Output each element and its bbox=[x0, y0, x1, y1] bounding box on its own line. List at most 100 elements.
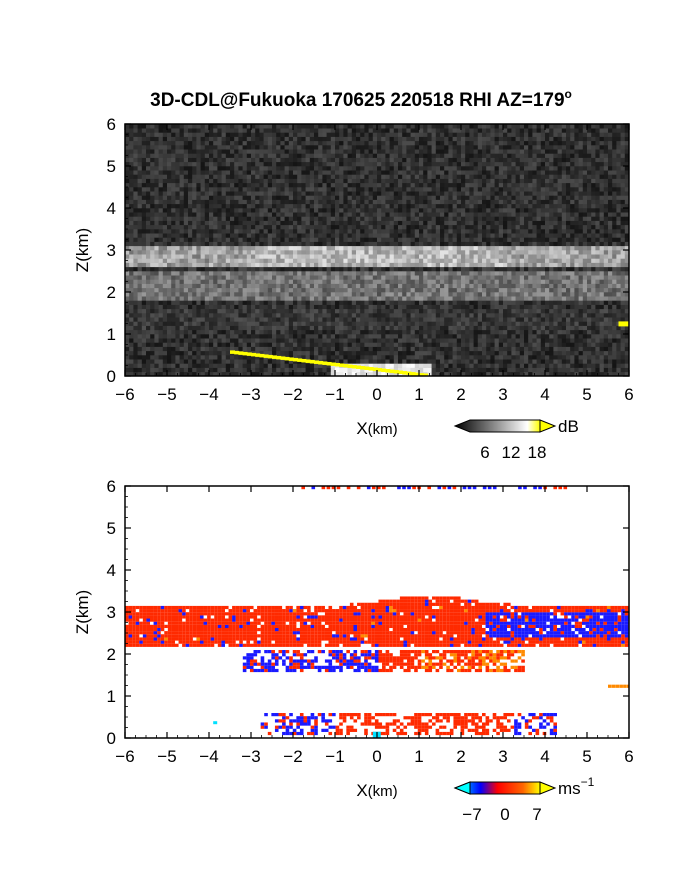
backscatter-cell bbox=[162, 329, 168, 335]
backscatter-cell bbox=[356, 296, 361, 301]
backscatter-cell bbox=[301, 220, 306, 226]
backscatter-cell bbox=[137, 145, 143, 150]
backscatter-cell bbox=[427, 199, 432, 205]
backscatter-cell bbox=[414, 132, 420, 137]
backscatter-cell bbox=[347, 355, 353, 360]
backscatter-cell bbox=[259, 140, 264, 146]
backscatter-cell bbox=[343, 275, 348, 280]
backscatter-cell bbox=[158, 279, 164, 284]
backscatter-cell bbox=[343, 317, 348, 322]
backscatter-cell bbox=[234, 308, 239, 314]
backscatter-cell bbox=[221, 199, 227, 205]
backscatter-cell bbox=[162, 287, 168, 293]
backscatter-cell bbox=[419, 174, 424, 179]
backscatter-cell bbox=[465, 250, 470, 255]
backscatter-cell bbox=[288, 216, 294, 221]
backscatter-cell bbox=[364, 359, 369, 364]
backscatter-cell bbox=[242, 287, 248, 293]
backscatter-cell bbox=[158, 161, 164, 167]
backscatter-cell bbox=[179, 128, 185, 133]
backscatter-cell bbox=[276, 229, 281, 234]
backscatter-cell bbox=[326, 321, 332, 326]
backscatter-cell bbox=[440, 241, 445, 247]
backscatter-cell bbox=[398, 317, 403, 322]
backscatter-cell bbox=[150, 216, 155, 221]
backscatter-cell bbox=[267, 300, 273, 305]
backscatter-cell bbox=[209, 229, 214, 234]
backscatter-cell bbox=[339, 199, 344, 205]
backscatter-cell bbox=[456, 216, 462, 221]
backscatter-cell bbox=[389, 153, 395, 158]
backscatter-cell bbox=[154, 241, 159, 247]
backscatter-cell bbox=[150, 363, 155, 368]
backscatter-cell bbox=[234, 317, 239, 322]
backscatter-cell bbox=[238, 216, 243, 221]
backscatter-cell bbox=[259, 245, 264, 251]
backscatter-cell bbox=[171, 157, 176, 163]
backscatter-cell bbox=[456, 208, 462, 213]
backscatter-cell bbox=[276, 208, 281, 213]
backscatter-cell bbox=[452, 342, 458, 347]
backscatter-cell bbox=[167, 271, 172, 276]
backscatter-cell bbox=[435, 145, 441, 150]
backscatter-cell bbox=[427, 212, 432, 217]
backscatter-cell bbox=[221, 174, 227, 179]
backscatter-cell bbox=[246, 170, 252, 175]
backscatter-cell bbox=[356, 203, 361, 209]
backscatter-cell bbox=[402, 191, 407, 196]
backscatter-cell bbox=[330, 132, 336, 137]
backscatter-cell bbox=[259, 308, 264, 314]
backscatter-cell bbox=[360, 275, 365, 280]
backscatter-cell bbox=[179, 296, 185, 301]
backscatter-cell bbox=[347, 149, 353, 154]
backscatter-cell bbox=[137, 300, 143, 305]
backscatter-cell bbox=[183, 187, 189, 192]
backscatter-cell bbox=[356, 145, 361, 150]
backscatter-cell bbox=[427, 174, 432, 179]
backscatter-cell bbox=[335, 224, 340, 230]
backscatter-cell bbox=[406, 258, 411, 263]
backscatter-cell bbox=[209, 140, 214, 146]
backscatter-cell bbox=[179, 237, 185, 242]
backscatter-cell bbox=[335, 145, 340, 150]
backscatter-cell bbox=[171, 304, 176, 310]
backscatter-cell bbox=[385, 140, 390, 146]
backscatter-cell bbox=[225, 140, 231, 146]
backscatter-cell bbox=[179, 371, 185, 376]
backscatter-cell bbox=[326, 161, 332, 167]
backscatter-cell bbox=[410, 355, 416, 360]
backscatter-cell bbox=[377, 321, 382, 326]
backscatter-cell bbox=[242, 317, 248, 322]
backscatter-cell bbox=[356, 229, 361, 234]
backscatter-cell bbox=[154, 174, 159, 179]
backscatter-cell bbox=[427, 329, 432, 335]
backscatter-cell bbox=[356, 250, 361, 255]
backscatter-cell bbox=[272, 275, 277, 280]
backscatter-cell bbox=[188, 153, 193, 158]
backscatter-cell bbox=[360, 258, 365, 263]
backscatter-cell bbox=[213, 136, 218, 142]
backscatter-cell bbox=[175, 224, 180, 230]
backscatter-cell bbox=[339, 166, 344, 171]
backscatter-cell bbox=[196, 233, 201, 238]
backscatter-cell bbox=[225, 170, 231, 175]
backscatter-cell bbox=[234, 342, 239, 347]
backscatter-cell bbox=[356, 166, 361, 171]
backscatter-cell bbox=[347, 346, 353, 352]
backscatter-cell bbox=[129, 199, 134, 205]
backscatter-cell bbox=[137, 245, 143, 251]
backscatter-cell bbox=[171, 208, 176, 213]
backscatter-cell bbox=[423, 216, 428, 221]
backscatter-cell bbox=[293, 157, 298, 163]
backscatter-cell bbox=[381, 166, 386, 171]
backscatter-cell bbox=[385, 157, 390, 163]
backscatter-cell bbox=[440, 153, 445, 158]
backscatter-cell bbox=[297, 233, 302, 238]
backscatter-cell bbox=[162, 262, 168, 268]
backscatter-cell bbox=[293, 275, 298, 280]
backscatter-cell bbox=[414, 174, 420, 179]
backscatter-cell bbox=[276, 271, 281, 276]
backscatter-cell bbox=[259, 254, 264, 259]
backscatter-cell bbox=[330, 212, 336, 217]
backscatter-cell bbox=[431, 145, 437, 150]
